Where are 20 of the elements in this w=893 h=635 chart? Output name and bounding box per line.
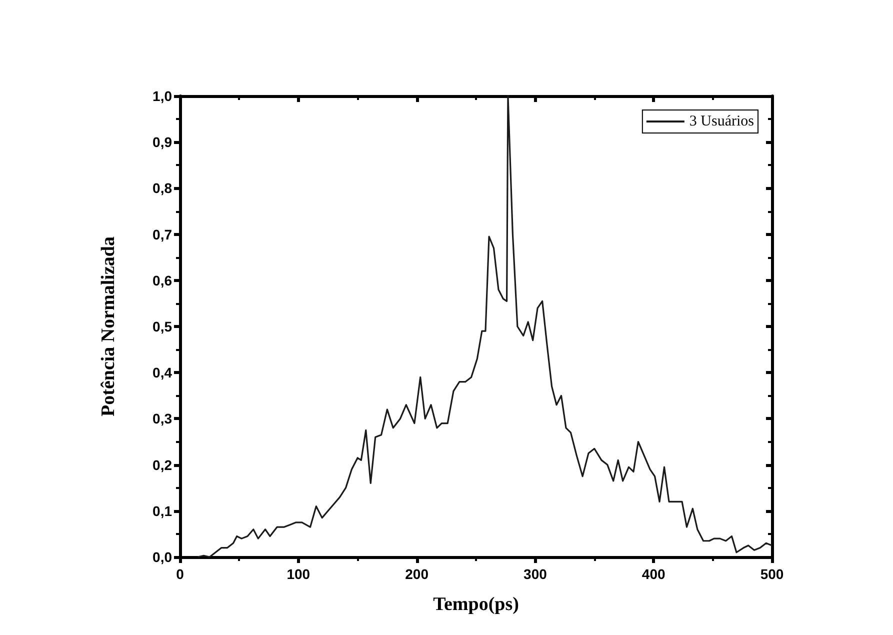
y-tick-label: 0,2: [152, 456, 172, 473]
x-tick-label: 0: [176, 566, 184, 582]
x-tick-label: 200: [405, 566, 429, 582]
y-tick-label: 0,7: [152, 226, 172, 242]
x-tick-label: 500: [760, 566, 784, 582]
x-axis-title: Tempo(ps): [433, 594, 519, 615]
y-tick-label: 0,9: [152, 134, 172, 150]
x-tick-label: 100: [286, 566, 310, 582]
y-tick-label: 0,4: [152, 364, 172, 381]
y-axis-title: Potência Normalizada: [98, 236, 119, 416]
y-tick-label: 0,0: [152, 549, 172, 565]
y-tick-label: 0,6: [152, 272, 172, 288]
x-tick-label: 400: [642, 566, 666, 582]
y-tick-label: 0,1: [152, 502, 172, 519]
y-tick-label: 0,5: [152, 318, 172, 334]
legend-label: 3 Usuários: [689, 114, 754, 130]
x-tick-label: 300: [524, 566, 548, 582]
y-tick-label: 1,0: [152, 88, 172, 104]
y-tick-label: 0,8: [152, 180, 172, 196]
y-tick-label: 0,3: [152, 410, 172, 427]
